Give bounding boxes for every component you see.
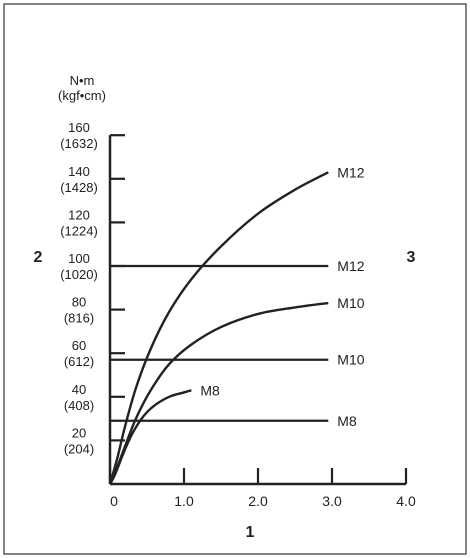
curve-label: M10 <box>337 295 364 311</box>
y-unit-kgfcm: (kgf•cm) <box>58 88 106 103</box>
torque-curve-m12 <box>108 171 329 485</box>
y-ticks: 20(204) 40(408) 60(612) 80(816) 100(1020) 120… <box>60 120 125 456</box>
line-label: M8 <box>337 413 357 429</box>
y-tick-label: 140 <box>68 164 90 179</box>
series: M8 M10 M12 M8 M10 M12 <box>108 164 365 485</box>
x-tick-label: 0 <box>110 493 118 509</box>
chart-border <box>3 3 467 555</box>
y-tick-label: 20 <box>72 425 86 440</box>
curve-label: M12 <box>337 164 364 180</box>
y-tick-sublabel: (612) <box>64 354 94 369</box>
line-label: M12 <box>337 258 364 274</box>
y-tick-sublabel: (1020) <box>60 267 98 282</box>
y-tick-label: 160 <box>68 120 90 135</box>
y-tick-sublabel: (408) <box>64 398 94 413</box>
x-ticks: 0 1.0 2.0 3.0 4.0 <box>108 468 416 509</box>
y-tick-label: 120 <box>68 207 90 222</box>
y-tick-sublabel: (204) <box>64 441 94 456</box>
left-marker: 2 <box>34 249 43 266</box>
line-label: M10 <box>337 352 364 368</box>
right-marker: 3 <box>407 249 416 266</box>
x-tick-label: 2.0 <box>248 493 268 509</box>
curve-label: M8 <box>200 382 220 398</box>
torque-curve-m10 <box>108 301 329 485</box>
y-tick-label: 60 <box>72 338 86 353</box>
y-tick-label: 80 <box>72 295 86 310</box>
y-tick-label: 40 <box>72 382 86 397</box>
y-tick-sublabel: (1632) <box>60 136 98 151</box>
y-unit-nm: N•m <box>70 73 95 88</box>
y-tick-sublabel: (1224) <box>60 223 98 238</box>
x-tick-label: 4.0 <box>396 493 416 509</box>
x-tick-label: 1.0 <box>174 493 194 509</box>
x-axis-label: 1 <box>246 524 255 541</box>
y-tick-sublabel: (816) <box>64 311 94 326</box>
y-tick-sublabel: (1428) <box>60 180 98 195</box>
x-tick-label: 3.0 <box>322 493 342 509</box>
y-tick-label: 100 <box>68 251 90 266</box>
